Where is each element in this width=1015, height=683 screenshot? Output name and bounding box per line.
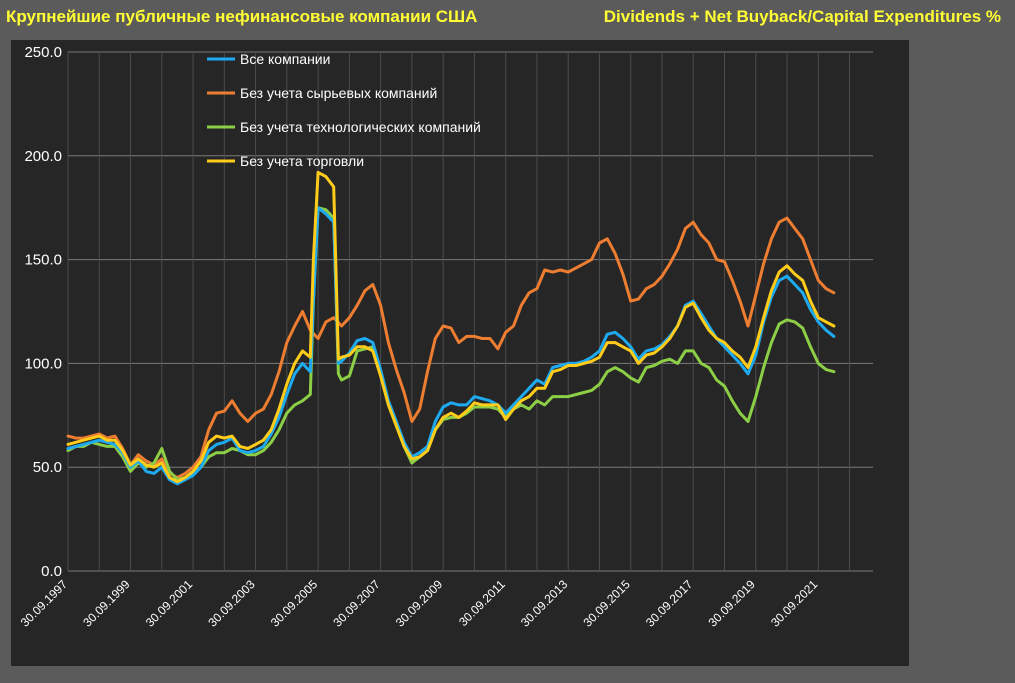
y-tick-label: 50.0	[33, 459, 62, 476]
y-tick-label: 150.0	[24, 252, 62, 269]
y-tick-label: 200.0	[24, 148, 62, 165]
series-line-1	[66, 206, 836, 486]
y-axis-ticks: 0.0 50.0 100.0 150.0 200.0 250.0	[24, 44, 62, 580]
x-tick-label: 30.09.2019	[706, 577, 759, 630]
legend-label-4: Без учета торговли	[240, 153, 364, 169]
header: Крупнейшие публичные нефинансовые компан…	[0, 0, 1015, 36]
chart-title: Крупнейшие публичные нефинансовые компан…	[6, 7, 478, 26]
x-tick-label: 30.09.2013	[518, 577, 571, 630]
x-tick-label: 30.09.2017	[643, 577, 696, 630]
x-tick-label: 30.09.2011	[456, 577, 508, 629]
x-tick-label: 30.09.2021	[768, 577, 821, 630]
x-tick-label: 30.09.2003	[205, 577, 258, 630]
x-tick-label: 30.09.2015	[580, 577, 633, 630]
x-tick-label: 30.09.2007	[330, 577, 383, 630]
y-tick-label: 250.0	[24, 44, 62, 61]
x-tick-label: 30.09.2001	[143, 577, 196, 630]
legend-label-1: Все компании	[240, 51, 330, 67]
series-line-4	[66, 170, 836, 484]
series-line-2	[66, 216, 836, 480]
chart-area: 0.0 50.0 100.0 150.0 200.0 250.0 30.09.1997 30…	[11, 40, 909, 666]
x-axis-ticks: 30.09.1997 30.09.1999 30.09.2001 30.09.2003…	[18, 577, 821, 630]
x-tick-label: 30.09.2009	[393, 577, 446, 630]
legend: Все компании Без учета сырьевых компаний Б…	[207, 51, 481, 169]
legend-label-3: Без учета технологических компаний	[240, 119, 481, 135]
y-tick-label: 0.0	[41, 563, 62, 580]
gridlines	[67, 51, 873, 572]
chart-subtitle: Dividends + Net Buyback/Capital Expendit…	[603, 7, 1001, 26]
series-lines	[66, 170, 836, 486]
legend-label-2: Без учета сырьевых компаний	[240, 85, 437, 101]
y-tick-label: 100.0	[24, 355, 62, 372]
x-tick-label: 30.09.1999	[80, 577, 133, 630]
series-line-3	[66, 206, 836, 482]
x-tick-label: 30.09.2005	[268, 577, 321, 630]
x-tick-label: 30.09.1997	[18, 577, 71, 630]
